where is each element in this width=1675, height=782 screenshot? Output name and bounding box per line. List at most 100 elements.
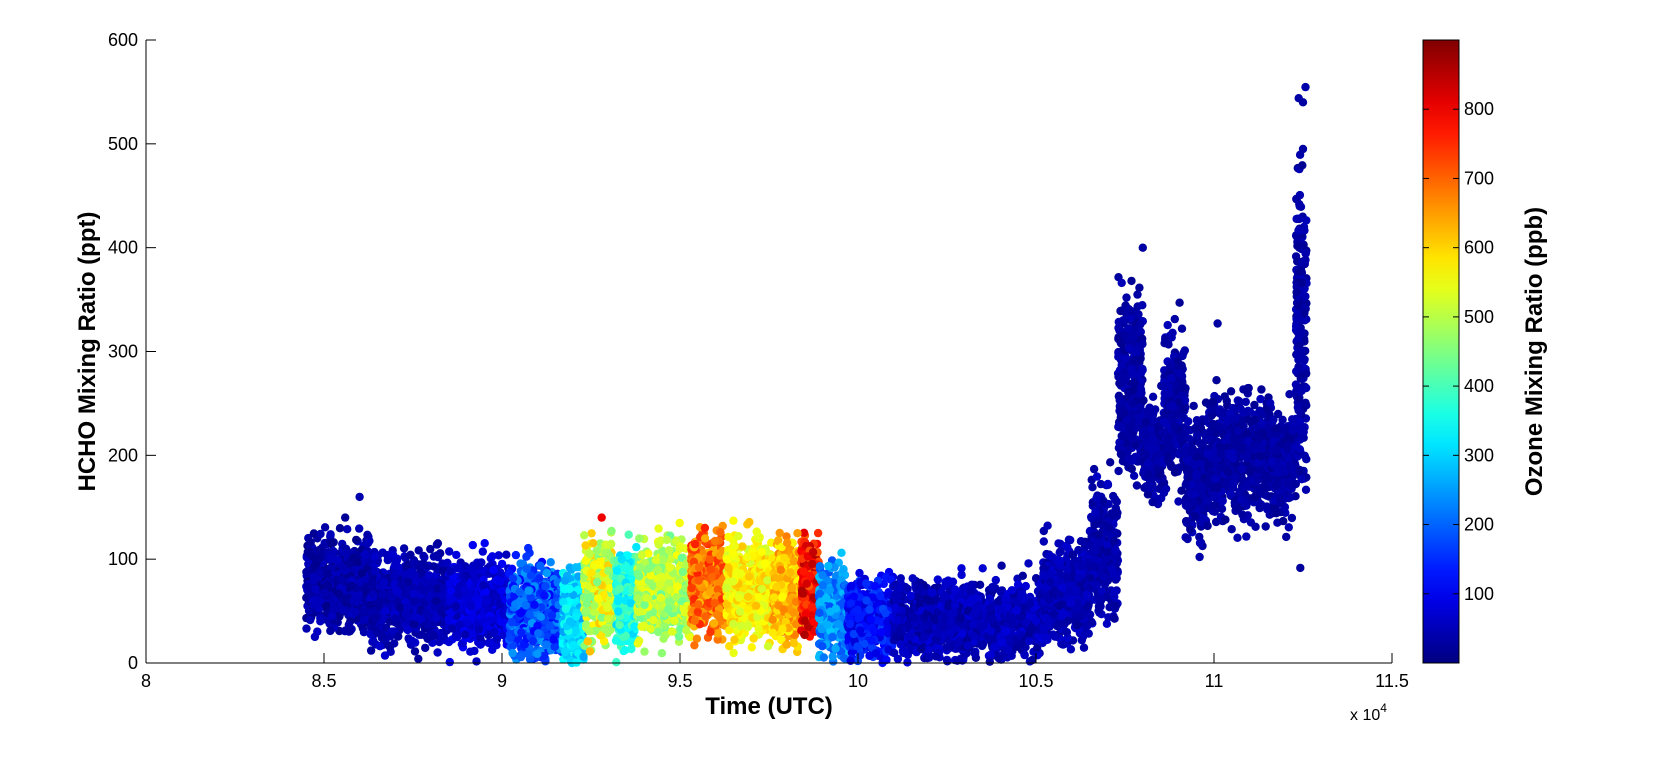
data-point: [302, 624, 311, 633]
data-point: [347, 581, 356, 591]
data-point: [716, 528, 725, 537]
data-point: [694, 600, 703, 609]
data-point: [384, 641, 394, 651]
data-point: [302, 567, 311, 577]
data-point: [445, 579, 455, 589]
data-point: [583, 637, 592, 646]
data-point: [371, 614, 380, 623]
data-point: [314, 554, 323, 564]
data-point: [326, 530, 335, 539]
data-point: [749, 634, 758, 643]
data-point: [724, 563, 733, 572]
data-point: [541, 582, 550, 591]
data-point: [321, 601, 331, 611]
data-point: [755, 533, 764, 542]
data-point: [476, 640, 485, 649]
data-point: [612, 566, 622, 575]
data-point: [747, 643, 756, 652]
data-point: [320, 588, 330, 597]
data-point: [722, 554, 731, 564]
data-point: [523, 649, 532, 659]
data-point: [316, 529, 325, 539]
data-point: [533, 649, 542, 659]
data-point: [624, 530, 633, 539]
data-point: [662, 535, 671, 545]
data-point: [460, 630, 470, 639]
data-point: [390, 561, 399, 571]
data-point: [763, 576, 772, 585]
data-point: [710, 536, 720, 546]
data-point: [634, 607, 644, 617]
data-point: [525, 610, 534, 619]
data-point: [407, 636, 417, 645]
data-point: [451, 631, 460, 641]
data-point: [654, 524, 663, 533]
data-point: [690, 616, 699, 625]
data-point: [516, 608, 525, 618]
data-point: [654, 627, 663, 637]
data-point: [410, 619, 419, 629]
data-point: [410, 647, 420, 656]
data-point: [432, 596, 441, 606]
data-point: [524, 543, 533, 553]
data-point: [423, 610, 432, 620]
data-point: [344, 620, 353, 629]
data-point: [309, 529, 319, 538]
data-point: [735, 607, 745, 616]
data-point: [444, 637, 454, 647]
data-point: [370, 566, 380, 576]
data-point: [763, 642, 773, 651]
data-point: [483, 597, 492, 606]
data-point: [705, 555, 715, 564]
data-point: [530, 600, 539, 609]
data-point: [462, 571, 471, 580]
data-point: [429, 631, 439, 641]
data-point: [451, 601, 460, 611]
data-point: [448, 624, 457, 633]
data-point: [429, 552, 439, 561]
data-point: [349, 553, 358, 562]
data-point: [524, 586, 533, 595]
data-point: [659, 634, 668, 643]
data-point: [375, 642, 385, 651]
data-points: [302, 82, 1311, 668]
data-point: [587, 568, 596, 577]
data-point: [728, 577, 738, 586]
data-point: [403, 625, 412, 634]
data-point: [335, 524, 345, 533]
data-point: [593, 594, 603, 603]
data-point: [687, 584, 696, 593]
data-point: [381, 606, 390, 615]
data-point: [311, 584, 320, 594]
data-point: [445, 567, 455, 576]
data-point: [614, 607, 623, 616]
data-point: [395, 602, 404, 612]
data-point: [410, 597, 419, 606]
data-point: [757, 584, 766, 594]
data-point: [710, 598, 719, 608]
data-point: [433, 539, 443, 548]
data-point: [306, 538, 315, 547]
data-point: [617, 555, 626, 564]
data-point: [394, 632, 403, 641]
data-point: [425, 583, 435, 593]
data-point: [390, 573, 399, 582]
data-point: [736, 569, 745, 578]
data-point: [760, 559, 770, 568]
data-point: [690, 539, 700, 549]
data-point: [409, 558, 418, 568]
data-point: [722, 583, 732, 593]
data-point: [707, 572, 716, 581]
data-point: [522, 552, 531, 561]
data-point: [313, 627, 322, 636]
data-point: [352, 535, 361, 545]
data-point: [549, 635, 558, 644]
data-point: [636, 563, 645, 572]
data-point: [734, 532, 743, 541]
data-point: [693, 607, 702, 616]
data-point: [534, 629, 543, 638]
data-point: [587, 529, 596, 538]
data-point: [478, 547, 487, 556]
data-point: [585, 626, 594, 636]
